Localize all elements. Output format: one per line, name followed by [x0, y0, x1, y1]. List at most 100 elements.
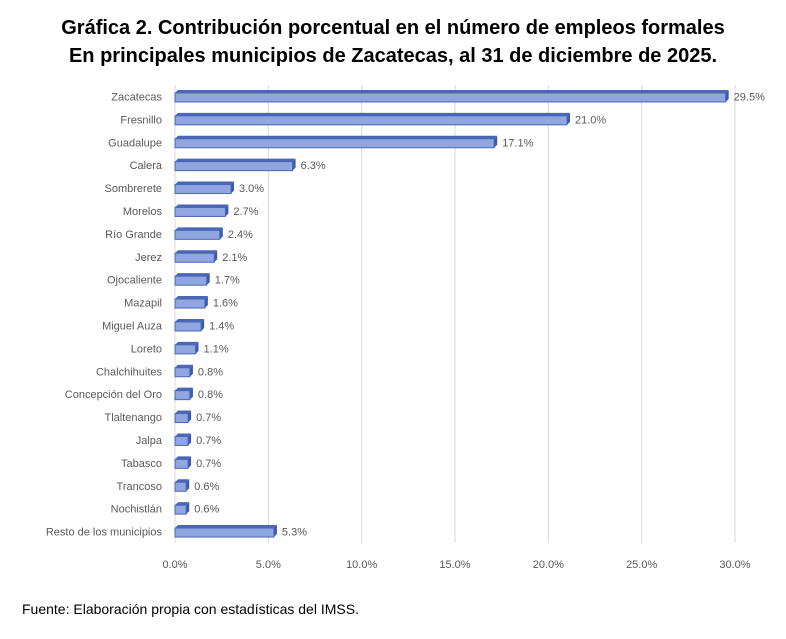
- bar-side: [188, 433, 192, 446]
- bar: [174, 367, 191, 378]
- bar-side: [201, 318, 205, 331]
- bar-top: [175, 296, 208, 300]
- bar: [174, 161, 294, 172]
- data-label: 6.3%: [301, 160, 326, 172]
- bar-top: [175, 479, 190, 483]
- x-tick-label: 25.0%: [626, 559, 657, 571]
- bar: [174, 115, 568, 126]
- bar: [174, 458, 189, 469]
- category-label: Guadalupe: [108, 137, 162, 149]
- bar-top: [175, 525, 277, 529]
- data-label: 29.5%: [734, 91, 765, 103]
- data-label: 3.0%: [239, 183, 264, 195]
- bar: [174, 435, 189, 446]
- x-tick-label: 20.0%: [533, 559, 564, 571]
- category-label: Sombrerete: [105, 183, 162, 195]
- category-label: Miguel Auza: [102, 320, 163, 332]
- x-tick-label: 0.0%: [162, 559, 187, 571]
- bar-top: [175, 341, 199, 345]
- bar-side: [292, 158, 296, 171]
- bar: [174, 413, 189, 424]
- bar: [174, 252, 215, 263]
- bar-top: [175, 502, 190, 506]
- data-label: 0.8%: [198, 389, 223, 401]
- bar-side: [188, 410, 192, 423]
- bar-top: [175, 456, 192, 460]
- bar: [174, 138, 495, 149]
- category-label: Jalpa: [136, 435, 163, 447]
- bar-side: [219, 227, 223, 240]
- category-label: Concepción del Oro: [65, 389, 162, 401]
- bar-top: [175, 364, 193, 368]
- bar: [174, 344, 197, 355]
- bar-top: [175, 89, 729, 93]
- category-label: Calera: [130, 160, 163, 172]
- category-label: Zacatecas: [111, 91, 162, 103]
- category-label: Tlaltenango: [105, 412, 163, 424]
- category-label: Jerez: [135, 252, 162, 264]
- bar: [174, 92, 727, 103]
- x-tick-label: 15.0%: [439, 559, 470, 571]
- bar: [174, 527, 275, 538]
- bar-top: [175, 135, 498, 139]
- bar-top: [175, 181, 234, 185]
- data-label: 0.6%: [194, 504, 219, 516]
- bar: [174, 298, 206, 309]
- bar-chart: 0.0% 5.0% 10.0% 15.0% 20.0% 25.0% 30.0% Zacatec…: [46, 85, 765, 571]
- data-label: 17.1%: [502, 137, 533, 149]
- data-label: 1.6%: [213, 298, 238, 310]
- source-note: Fuente: Elaboración propia con estadísti…: [22, 601, 359, 617]
- x-tick-label: 10.0%: [346, 559, 377, 571]
- bar-side: [725, 89, 729, 102]
- chart-title-line-2: En principales municipios de Zacatecas, …: [68, 45, 718, 67]
- bar: [174, 275, 208, 286]
- data-label: 5.3%: [282, 527, 307, 539]
- bar-top: [175, 204, 229, 208]
- category-label: Nochistlán: [111, 504, 162, 516]
- category-label: Ojocaliente: [107, 275, 162, 287]
- bar-side: [231, 181, 234, 194]
- x-tick-label: 30.0%: [719, 559, 750, 571]
- bar-top: [175, 273, 210, 277]
- category-label: Mazapil: [124, 298, 162, 310]
- category-label: Trancoso: [117, 481, 162, 493]
- bar-top: [175, 112, 570, 116]
- bar: [174, 229, 221, 240]
- data-label: 0.7%: [196, 435, 221, 447]
- bar-side: [186, 479, 190, 492]
- data-label: 0.7%: [196, 458, 221, 470]
- bar-top: [175, 227, 223, 231]
- category-label: Loreto: [131, 343, 162, 355]
- data-label: 2.4%: [228, 229, 253, 241]
- bar-top: [175, 387, 193, 391]
- data-label: 0.8%: [198, 366, 223, 378]
- data-label: 21.0%: [575, 114, 606, 126]
- category-label: Chalchihuites: [96, 366, 163, 378]
- bar-top: [175, 410, 192, 414]
- chart-title-line-1: Gráfica 2. Contribución porcentual en el…: [61, 17, 725, 39]
- category-label: Fresnillo: [120, 114, 162, 126]
- bar: [174, 504, 187, 515]
- bar: [174, 321, 202, 332]
- bar-side: [225, 204, 229, 217]
- data-label: 0.6%: [194, 481, 219, 493]
- bar-side: [189, 387, 193, 400]
- bar-side: [206, 273, 210, 286]
- category-label: Resto de los municipios: [46, 527, 163, 539]
- bar: [174, 481, 187, 492]
- bar: [174, 206, 226, 217]
- data-label: 1.4%: [209, 320, 234, 332]
- bar-top: [175, 250, 218, 254]
- category-label: Río Grande: [105, 229, 162, 241]
- category-label: Morelos: [123, 206, 163, 218]
- bar-side: [189, 364, 193, 377]
- bar-side: [567, 112, 570, 125]
- bar-side: [273, 525, 277, 538]
- data-label: 1.1%: [204, 343, 229, 355]
- data-label: 2.1%: [222, 252, 247, 264]
- bar-side: [204, 296, 208, 309]
- data-label: 1.7%: [215, 275, 240, 287]
- bar-side: [186, 502, 190, 515]
- bar-top: [175, 318, 205, 322]
- x-tick-label: 5.0%: [256, 559, 281, 571]
